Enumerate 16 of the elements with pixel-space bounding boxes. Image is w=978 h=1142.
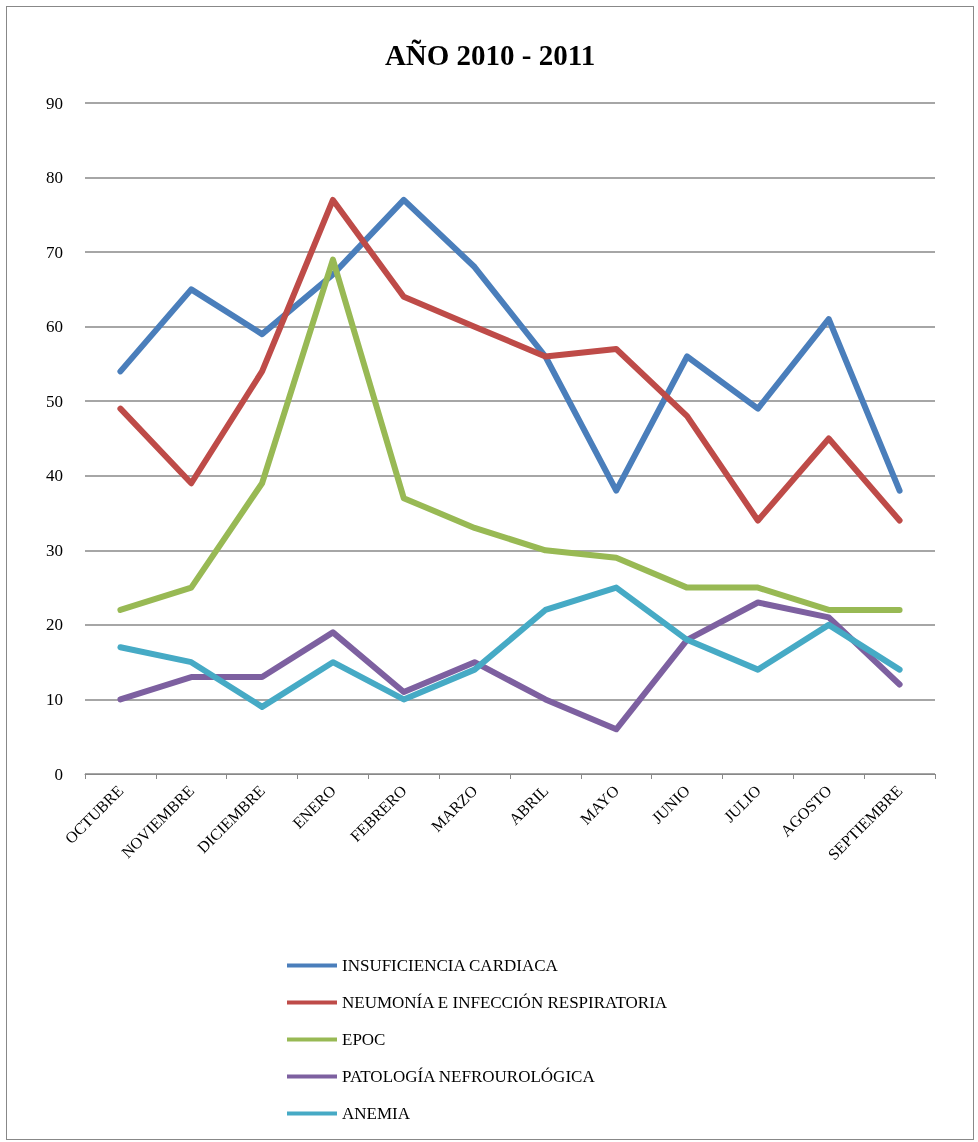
legend-label: PATOLOGÍA NEFROUROLÓGICA	[342, 1067, 596, 1086]
legend-label: EPOC	[342, 1030, 386, 1049]
y-tick-label: 0	[54, 764, 63, 784]
y-tick-label: 50	[46, 391, 63, 411]
legend-label: INSUFICIENCIA CARDIACA	[342, 956, 559, 975]
legend-label: NEUMONÍA E INFECCIÓN RESPIRATORIA	[342, 993, 668, 1012]
legend-label: ANEMIA	[342, 1104, 411, 1123]
chart-title: AÑO 2010 - 2011	[384, 38, 596, 71]
y-tick-label: 20	[46, 615, 63, 635]
y-tick-label: 40	[46, 466, 63, 486]
y-tick-label: 80	[46, 168, 63, 188]
y-tick-label: 70	[46, 242, 63, 262]
y-tick-label: 30	[46, 540, 63, 560]
y-tick-label: 90	[46, 93, 63, 113]
y-tick-label: 60	[46, 317, 63, 337]
y-tick-label: 10	[46, 689, 63, 709]
